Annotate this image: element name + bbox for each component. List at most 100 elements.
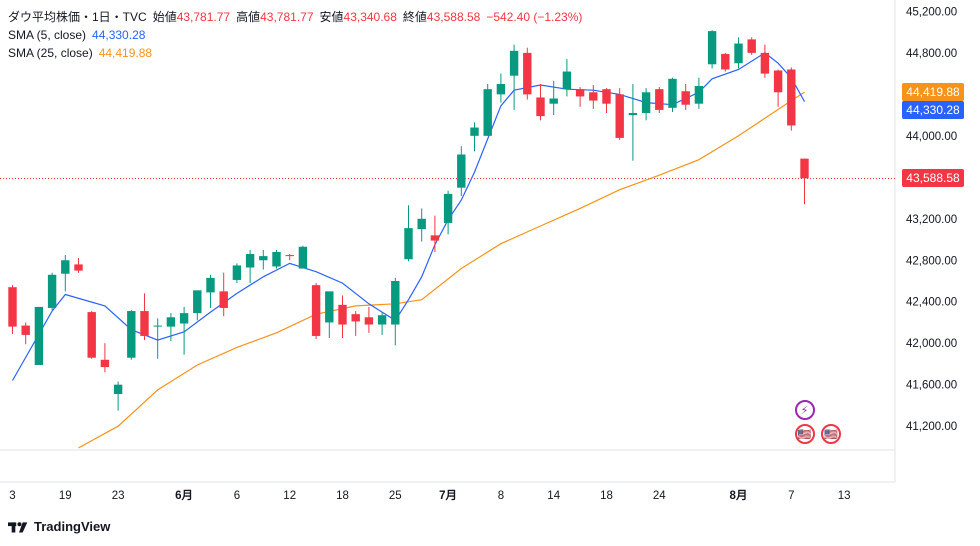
high-label: 高値 — [236, 10, 261, 24]
y-tick-label: 42,800.00 — [906, 255, 957, 267]
price-tag: 44,419.88 — [902, 83, 964, 102]
candle-body — [166, 317, 176, 327]
candle-body — [21, 325, 30, 335]
candle-body — [575, 89, 585, 97]
low-label: 安値 — [319, 10, 344, 24]
sma25-line — [78, 91, 805, 449]
candle-body — [536, 97, 545, 117]
candle-body — [641, 92, 651, 114]
x-tick-label: 6 — [234, 490, 240, 502]
candle-body — [602, 89, 611, 104]
candle-body — [153, 325, 162, 327]
x-tick-label: 24 — [653, 490, 666, 502]
x-tick-label: 7 — [788, 490, 794, 502]
close-value: 43,588.58 — [426, 10, 481, 24]
y-tick-label: 45,200.00 — [906, 6, 957, 18]
candle-body — [193, 290, 202, 314]
price-tag: 44,330.28 — [902, 101, 964, 120]
candle-body — [34, 306, 44, 365]
legend-sma25-row[interactable]: SMA (25, close) 44,419.88 — [8, 44, 582, 62]
sma25-label: SMA (25, close) — [8, 46, 93, 60]
candle-body — [430, 235, 440, 241]
x-tick-label: 19 — [59, 490, 72, 502]
candle-body — [338, 304, 347, 325]
candle-body — [325, 291, 334, 323]
x-tick-label: 7月 — [439, 489, 457, 502]
sma5-value: 44,330.28 — [92, 28, 146, 42]
candle-body — [311, 285, 321, 336]
candle-body — [470, 127, 479, 136]
tradingview-logo-icon — [8, 521, 28, 532]
candle-body — [377, 315, 387, 325]
x-tick-label: 14 — [547, 490, 560, 502]
tradingview-branding[interactable]: TradingView — [8, 519, 110, 534]
brand-name: TradingView — [34, 519, 111, 534]
candle-body — [668, 78, 677, 108]
y-tick-label: 44,000.00 — [906, 131, 957, 143]
open-label: 始値 — [152, 10, 177, 24]
low-value: 43,340.68 — [343, 10, 397, 24]
y-tick-label: 43,200.00 — [906, 214, 957, 226]
candle-body — [179, 313, 189, 324]
x-tick-label: 8月 — [730, 489, 748, 502]
symbol-title[interactable]: ダウ平均株価・1日・TVC — [8, 10, 147, 24]
x-tick-label: 8 — [498, 490, 504, 502]
candle-body — [87, 312, 96, 358]
us-flag-event-icon[interactable]: 🇺🇸 — [794, 424, 815, 444]
candle-body — [8, 287, 17, 327]
x-tick-label: 18 — [336, 490, 349, 502]
candle-body — [747, 39, 756, 53]
candle-body — [549, 98, 558, 104]
change-value: −542.40 (−1.23%) — [486, 10, 583, 24]
candle-body — [681, 91, 690, 105]
candle-body — [589, 92, 598, 101]
candle-body — [206, 277, 215, 293]
candle-body — [655, 89, 664, 110]
candle-body — [760, 52, 770, 74]
x-tick-label: 23 — [112, 490, 125, 502]
candle-body — [773, 70, 783, 93]
candle-body — [61, 260, 70, 274]
candle-body — [496, 83, 506, 95]
price-tag: 43,588.58 — [902, 169, 964, 188]
open-value: 43,781.77 — [176, 10, 231, 24]
candle-body — [800, 158, 809, 179]
candle-body — [721, 53, 730, 70]
candle-body — [404, 228, 413, 260]
chart-legend: ダウ平均株価・1日・TVC 始値 43,781.77 高値 43,781.77 安値… — [8, 8, 582, 62]
x-tick-label: 3 — [9, 490, 15, 502]
candle-body — [628, 113, 638, 116]
legend-sma5-row[interactable]: SMA (5, close) 44,330.28 — [8, 26, 582, 44]
candle-body — [694, 86, 704, 104]
legend-main-row: ダウ平均株価・1日・TVC 始値 43,781.77 高値 43,781.77 安値… — [8, 8, 582, 26]
candle-body — [787, 69, 796, 126]
candle-body — [523, 52, 532, 95]
x-tick-label: 13 — [838, 490, 851, 502]
y-tick-label: 41,200.00 — [906, 421, 957, 433]
candle-body — [259, 256, 268, 261]
candle-body — [47, 274, 57, 308]
candle-body — [457, 154, 466, 188]
candle-body — [113, 384, 123, 395]
candle-body — [351, 314, 360, 322]
candle-body — [100, 359, 110, 368]
close-label: 終値 — [402, 10, 427, 24]
candle-body — [127, 311, 136, 358]
candle-body — [285, 255, 294, 257]
y-tick-label: 41,600.00 — [906, 380, 957, 392]
candle-body — [417, 218, 426, 230]
candle-body — [232, 265, 242, 280]
sma25-value: 44,419.88 — [98, 46, 153, 60]
candle-body — [509, 50, 519, 76]
lightning-event-icon[interactable]: ⚡ — [794, 400, 815, 420]
sma5-label: SMA (5, close) — [8, 28, 87, 42]
candle-body — [245, 254, 255, 268]
us-flag-event-icon[interactable]: 🇺🇸 — [820, 424, 841, 444]
candle-body — [562, 71, 572, 90]
candle-body — [734, 43, 743, 64]
candle-body — [483, 89, 492, 136]
candle-body — [615, 94, 624, 138]
y-tick-label: 42,000.00 — [906, 338, 957, 350]
x-tick-label: 12 — [283, 490, 296, 502]
